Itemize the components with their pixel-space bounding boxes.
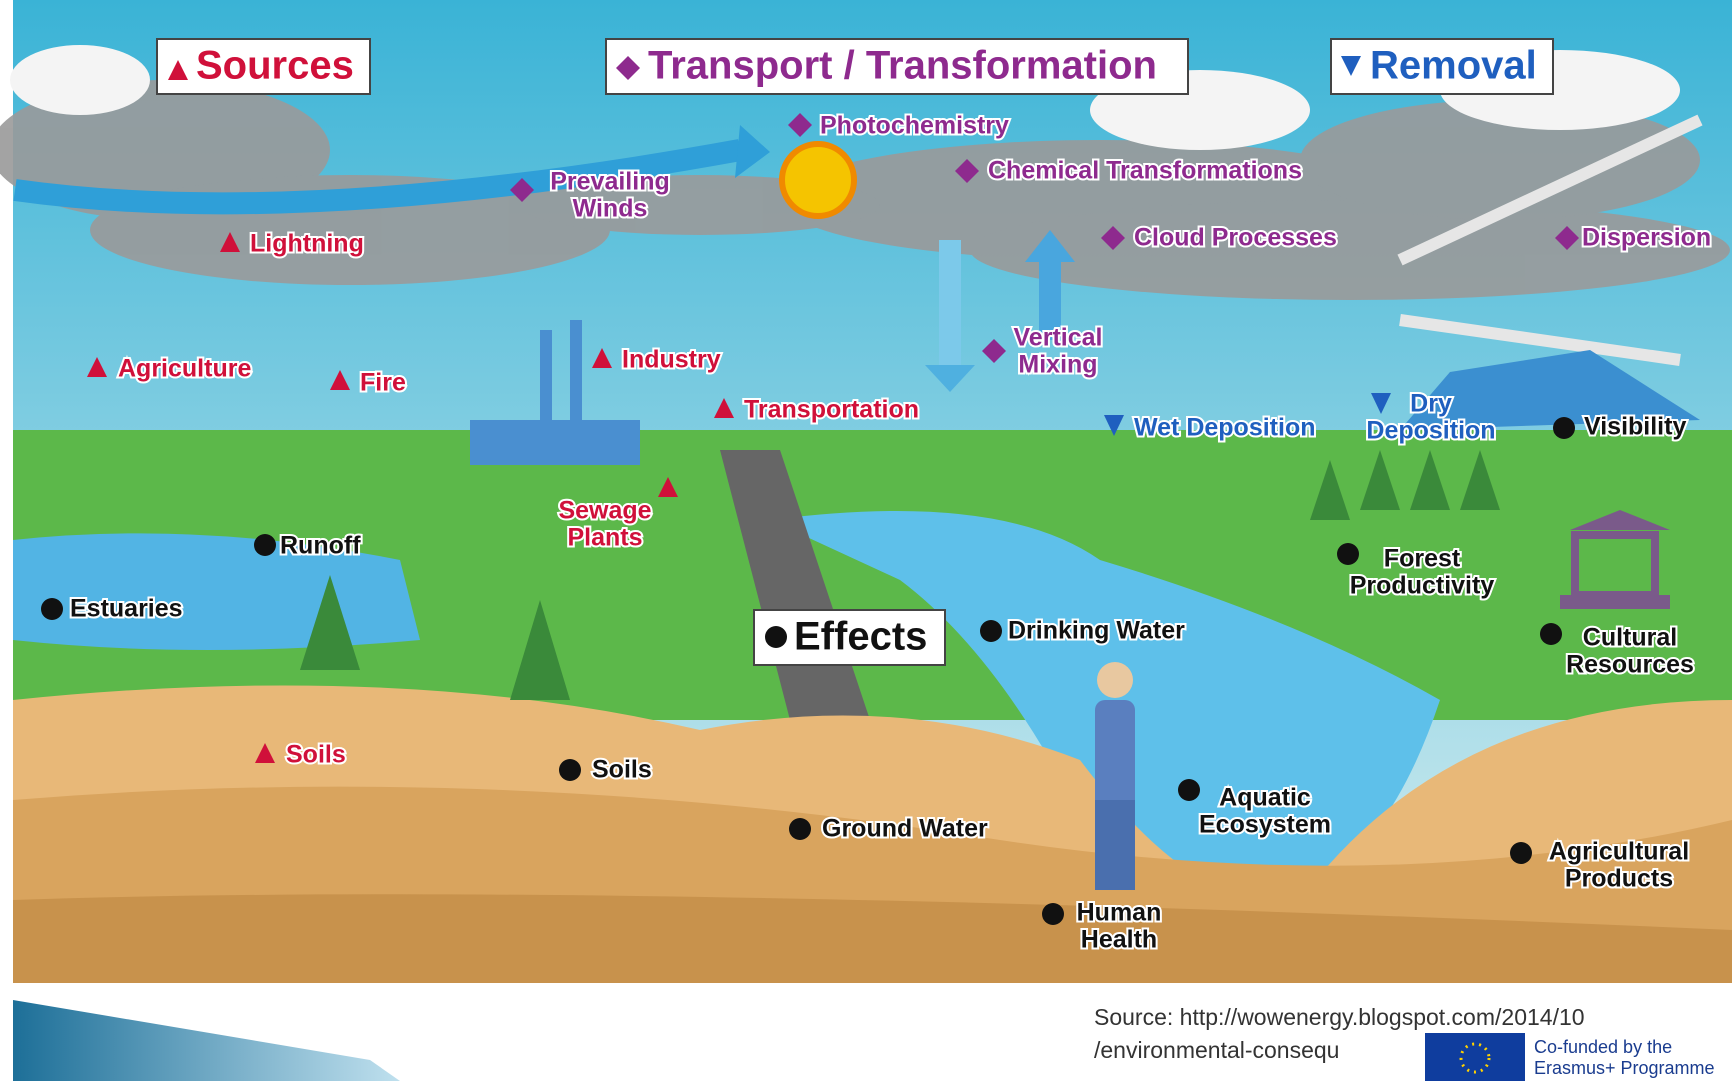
- effects-label: Drinking Water: [1008, 617, 1185, 645]
- transport-label: Chemical Transformations: [988, 157, 1302, 185]
- effects-label: Forest: [1384, 545, 1461, 573]
- effects-label: Cultural: [1583, 624, 1677, 652]
- sources-label: Transportation: [744, 396, 919, 424]
- source-text: /environmental-consequ: [1094, 1037, 1339, 1063]
- effects-marker: [1540, 623, 1562, 645]
- effects-marker: [254, 534, 276, 556]
- sources-label: Plants: [567, 524, 642, 552]
- effects-label: Agricultural: [1549, 838, 1689, 866]
- page: Sources Transport / Transformation Remov…: [0, 0, 1732, 1081]
- effects-label: Productivity: [1350, 572, 1495, 600]
- slide: Sources Transport / Transformation Remov…: [0, 0, 1732, 1081]
- effects-label: Ecosystem: [1199, 811, 1331, 839]
- effects-label: Ground Water: [822, 815, 988, 843]
- transport-label: Winds: [573, 195, 648, 223]
- effects-marker: [1042, 903, 1064, 925]
- sources-label: Industry: [622, 346, 721, 374]
- transport-label: Vertical: [1014, 324, 1103, 352]
- effects-marker: [1510, 842, 1532, 864]
- effects-label: Health: [1081, 926, 1157, 954]
- transport-label: Mixing: [1018, 351, 1097, 379]
- effects-label: Products: [1565, 865, 1673, 893]
- removal-legend: Removal: [1370, 44, 1537, 88]
- sources-label: Sewage: [558, 497, 651, 525]
- effects-label: Human: [1077, 899, 1162, 927]
- effects-marker: [1337, 543, 1359, 565]
- sources-legend: Sources: [196, 44, 354, 88]
- eu-text: Erasmus+ Programme: [1534, 1058, 1715, 1078]
- removal-label: Deposition: [1366, 417, 1495, 445]
- effects-legend: Effects: [794, 615, 927, 659]
- eu-text: Co-funded by the: [1534, 1037, 1672, 1057]
- transport-label: Dispersion: [1582, 224, 1711, 252]
- effects-label: Runoff: [280, 532, 361, 560]
- removal-label: Wet Deposition: [1134, 414, 1315, 442]
- effects-marker: [559, 759, 581, 781]
- effects-marker: [1553, 417, 1575, 439]
- transport-legend: Transport / Transformation: [648, 44, 1157, 88]
- effects-label: Aquatic: [1219, 784, 1311, 812]
- effects-label: Resources: [1566, 651, 1694, 679]
- sources-label: Agriculture: [118, 355, 251, 383]
- sources-label: Soils: [286, 741, 346, 769]
- effects-marker: [41, 598, 63, 620]
- transport-label: Prevailing: [550, 168, 670, 196]
- source-text: Source: http://wowenergy.blogspot.com/20…: [1094, 1004, 1585, 1030]
- effects-marker: [1178, 779, 1200, 801]
- transport-label: Cloud Processes: [1134, 224, 1337, 252]
- effects-marker: [789, 818, 811, 840]
- effects-label: Soils: [592, 756, 652, 784]
- removal-label: Dry: [1410, 390, 1452, 418]
- sources-label: Lightning: [250, 230, 364, 258]
- transport-label: Photochemistry: [820, 112, 1009, 140]
- effects-marker: [980, 620, 1002, 642]
- effects-label: Visibility: [1584, 413, 1686, 441]
- sources-label: Fire: [360, 369, 406, 397]
- effects-label: Estuaries: [70, 595, 183, 623]
- footer: Source: http://wowenergy.blogspot.com/20…: [13, 1000, 1715, 1081]
